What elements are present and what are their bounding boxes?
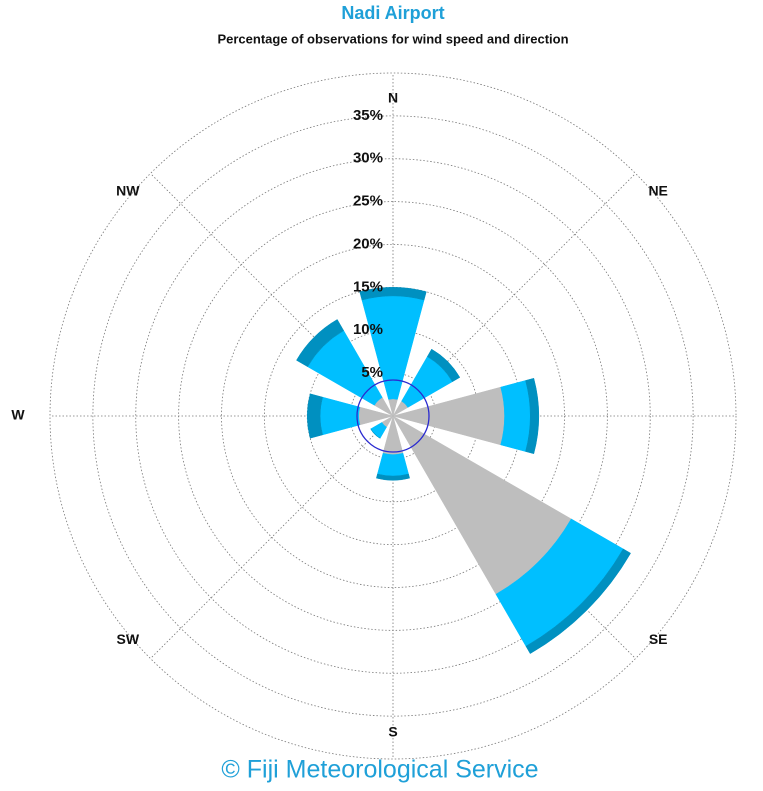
wedge-segment	[359, 287, 427, 301]
chart-subtitle: Percentage of observations for wind spee…	[217, 31, 568, 46]
direction-label: SE	[649, 631, 668, 647]
wedge-segment	[377, 452, 409, 477]
labels: NNEESESSWWNW5%10%15%20%25%30%35%	[11, 90, 668, 740]
r-tick-label: 25%	[353, 193, 383, 210]
r-tick-label: 10%	[353, 321, 383, 338]
wedge-segment	[426, 348, 461, 383]
direction-label: S	[388, 724, 397, 740]
r-tick-label: 30%	[353, 150, 383, 167]
direction-label: W	[11, 407, 25, 423]
wedge-segment	[525, 377, 540, 455]
direction-label: NW	[116, 183, 140, 199]
spoke	[150, 415, 394, 659]
direction-label: NE	[648, 183, 667, 199]
direction-label: N	[388, 90, 398, 106]
wedge-segment	[525, 548, 631, 654]
calm-circle	[356, 379, 430, 453]
r-tick-label: 35%	[353, 107, 383, 124]
r-tick-label: 5%	[361, 364, 383, 381]
grid-ring	[92, 115, 694, 717]
chart-title: Nadi Airport	[341, 3, 444, 23]
grid-ring	[49, 72, 737, 760]
footer: © Fiji Meteorological Service	[221, 756, 538, 784]
wedge-segment	[376, 473, 410, 481]
wedge-segment	[500, 380, 531, 452]
wedges	[296, 287, 631, 654]
r-tick-label: 20%	[353, 235, 383, 252]
direction-label: SW	[117, 631, 140, 647]
r-tick-label: 15%	[353, 278, 383, 295]
wedge-segment	[319, 396, 361, 436]
grid-ring	[135, 158, 651, 674]
wedge-segment	[296, 319, 345, 368]
wedge-segment	[307, 393, 323, 439]
